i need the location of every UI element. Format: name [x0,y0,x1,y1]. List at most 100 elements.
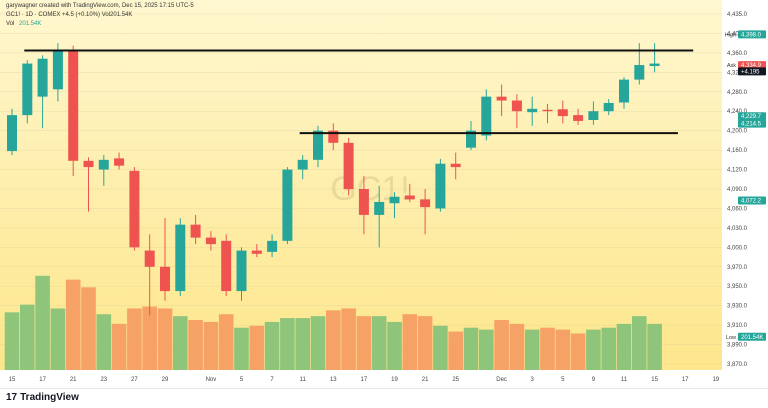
time-axis-label: 7 [270,377,274,383]
trend-lines[interactable] [24,49,694,135]
time-axis-label: 19 [712,377,719,383]
volume-bar [234,327,249,370]
price-axis-label: 4,435.0 [727,12,748,18]
tradingview-logo-text: TradingView [20,392,79,403]
volume-bar [203,321,219,370]
time-axis[interactable]: 15 17 21 23 27 29 Nov 5 7 11 13 17 19 21 25 Dec 3 5 9 11 15 1… [9,377,720,383]
candle-body [37,58,48,97]
volume-bar [96,314,112,370]
price-chart[interactable]: GC1! 3,870.03,890.03,910.03,930.03,950.0… [0,0,768,388]
price-tag-value: +4.195 [741,69,760,75]
time-axis-label: 27 [131,377,138,383]
price-axis-label: 4,090.0 [727,187,748,193]
volume-bar [570,333,586,370]
price-tag-label: High [725,32,736,38]
candle-body [160,266,170,292]
candle-body [450,163,461,168]
candle-body [98,159,109,170]
price-tags: 4,398.0 High 4,334.9 Ask +4.195 4,229.7 4,214.… [725,30,766,341]
price-tag-box [738,61,766,70]
price-axis-label: 4,360.0 [727,51,748,57]
candle-body [343,142,354,189]
candle-body [420,199,431,208]
volume-bar [417,316,433,370]
price-tag-box [738,196,766,205]
candle-body [190,224,201,238]
volume-bar [81,287,96,370]
volume-bar [448,331,463,370]
volume-label: Vol [6,21,15,27]
time-axis-label: 5 [561,377,565,383]
candle-body [114,158,125,166]
time-axis-label: 15 [9,377,16,383]
price-axis[interactable]: 3,870.0 3,890.0 3,910.0 3,930.0 3,950.0 3,970… [727,12,748,368]
candle-body [619,79,629,103]
candle-body [573,115,584,121]
price-axis-label: 4,160.0 [727,148,748,154]
price-tag-box [738,332,766,341]
candle-body [83,160,94,168]
volume-bar [65,279,81,370]
price-axis-label: 3,870.0 [727,362,748,368]
price-tag-label: Ask [727,63,736,69]
plot-background [0,0,722,370]
volume-bar [555,329,571,370]
candle-body [22,63,33,116]
volume-bar [601,327,616,370]
volume-bars [4,275,662,370]
candle-body [297,159,308,170]
time-axis-label: 9 [592,377,596,383]
candle-body [221,240,232,292]
time-axis-label: 11 [621,377,628,383]
price-axis-label: 3,910.0 [727,323,748,329]
candle-body [435,163,446,209]
price-axis-label: 4,400.0 [727,31,748,37]
volume-bar [463,327,479,370]
candle-body [267,240,278,252]
price-axis-label: 4,280.0 [727,90,748,96]
volume-legend[interactable]: Vol 201.54K [6,21,41,27]
volume-bar [142,306,157,370]
candle-body [557,109,568,117]
volume-bar [157,308,173,370]
candle-body [144,250,155,267]
volume-bar [249,325,265,370]
time-axis-label: 17 [39,377,46,383]
volume-bar [402,314,418,370]
candle-body [282,169,293,241]
candle-body [603,102,614,112]
candle-body [236,250,247,292]
tradingview-logo[interactable]: 17 TradingView [6,392,79,403]
volume-bar [647,323,662,370]
time-axis-label: 23 [100,377,107,383]
candle-body [588,111,599,120]
chart-credit: garywagner created with TradingView.com,… [6,3,194,9]
price-axis-label: 4,320.0 [727,70,748,76]
price-tag-box [738,30,766,39]
symbol-info[interactable]: GC1! · 1D · COMEX +4.5 (+0.10%) Vol201.5… [6,12,133,18]
time-axis-label: 19 [391,377,398,383]
volume-bar [341,308,356,370]
price-tag-value: 201.54K [741,335,763,341]
candle-body [527,108,538,113]
candle-body [404,195,415,200]
candle-body [251,250,262,254]
candle-body [313,130,323,160]
footer-bar: 17 TradingView [0,388,768,408]
volume-bar [586,329,601,370]
price-tag-value: 4,214.5 [741,122,762,128]
candles [7,43,660,316]
price-axis-label: 4,000.0 [727,245,748,251]
volume-bar [371,316,387,370]
time-axis-label: 3 [531,377,535,383]
volume-bar [20,304,35,370]
time-axis-label: 15 [651,377,658,383]
candle-body [634,65,645,80]
price-axis-label: 3,950.0 [727,284,748,290]
time-axis-label: 17 [682,377,689,383]
price-axis-label: 3,970.0 [727,265,748,271]
price-tag-box [738,112,766,121]
volume-bar [524,329,540,370]
price-axis-label: 3,930.0 [727,304,748,310]
volume-bar [295,318,310,370]
